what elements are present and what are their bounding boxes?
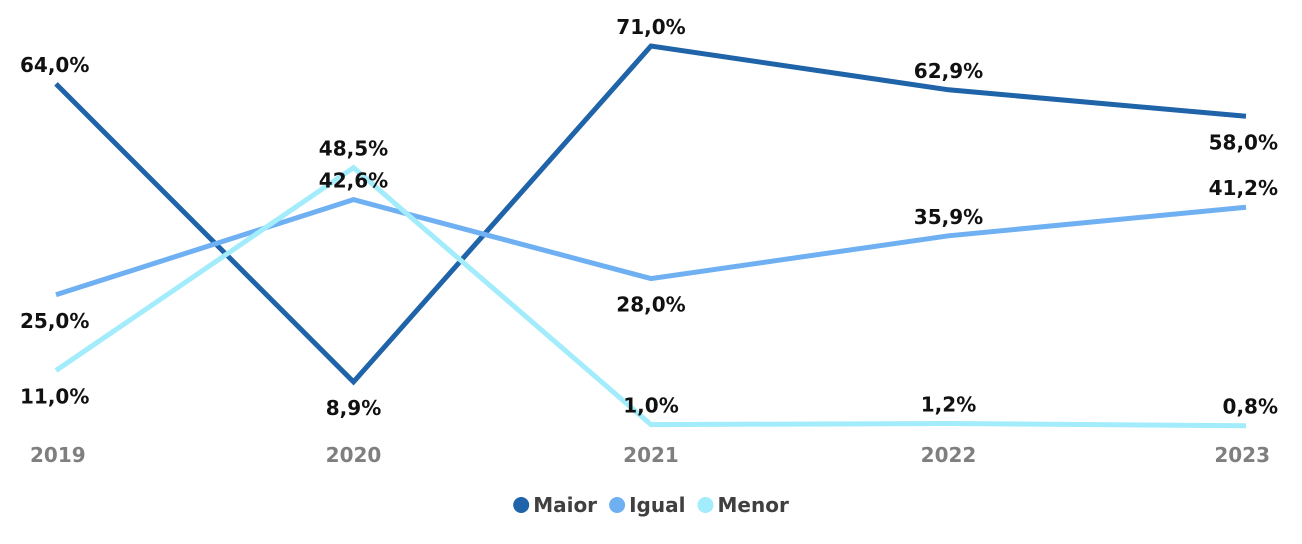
data-label-maior-2022: 62,9%	[914, 59, 983, 83]
legend: Maior Igual Menor	[513, 493, 789, 517]
legend-marker-maior	[513, 497, 530, 513]
data-label-igual-2023: 41,2%	[1209, 176, 1278, 200]
series-line-maior	[54, 43, 1247, 386]
legend-label-maior: Maior	[533, 493, 597, 517]
legend-label-menor: Menor	[718, 493, 789, 517]
data-label-menor-2019: 11,0%	[20, 385, 89, 409]
legend-label-igual: Igual	[629, 493, 685, 517]
data-label-menor-2021: 1,0%	[623, 394, 678, 418]
data-label-igual-2022: 35,9%	[914, 205, 983, 229]
x-tick-label-2019: 2019	[30, 443, 86, 467]
data-label-maior-2023: 58,0%	[1209, 130, 1278, 154]
legend-marker-igual	[609, 497, 626, 513]
data-label-igual-2020: 42,6%	[319, 169, 388, 193]
x-tick-label-2021: 2021	[623, 443, 679, 467]
data-label-igual-2019: 25,0%	[20, 309, 89, 333]
data-label-igual-2021: 28,0%	[616, 293, 685, 317]
data-label-maior-2021: 71,0%	[616, 15, 685, 39]
x-tick-label-2020: 2020	[326, 443, 382, 467]
legend-item-menor: Menor	[697, 493, 789, 517]
data-label-menor-2023: 0,8%	[1223, 395, 1278, 419]
x-tick-label-2022: 2022	[921, 443, 977, 467]
legend-marker-menor	[697, 497, 714, 513]
legend-item-maior: Maior	[513, 493, 597, 517]
series-line-menor	[54, 164, 1247, 429]
data-label-maior-2020: 8,9%	[326, 396, 381, 420]
data-labels: 64,0% 8,9% 71,0% 62,9% 58,0% 25,0% 42,6% 28,0% 3…	[20, 15, 1278, 420]
data-label-maior-2019: 64,0%	[20, 53, 89, 77]
series-lines	[54, 43, 1247, 429]
x-axis-ticks: 2019 2020 2021 2022 2023	[30, 443, 1270, 467]
data-label-menor-2020: 48,5%	[319, 137, 388, 161]
legend-item-igual: Igual	[609, 493, 685, 517]
series-line-igual	[55, 196, 1247, 298]
data-label-menor-2022: 1,2%	[921, 393, 976, 417]
x-tick-label-2023: 2023	[1214, 443, 1270, 467]
